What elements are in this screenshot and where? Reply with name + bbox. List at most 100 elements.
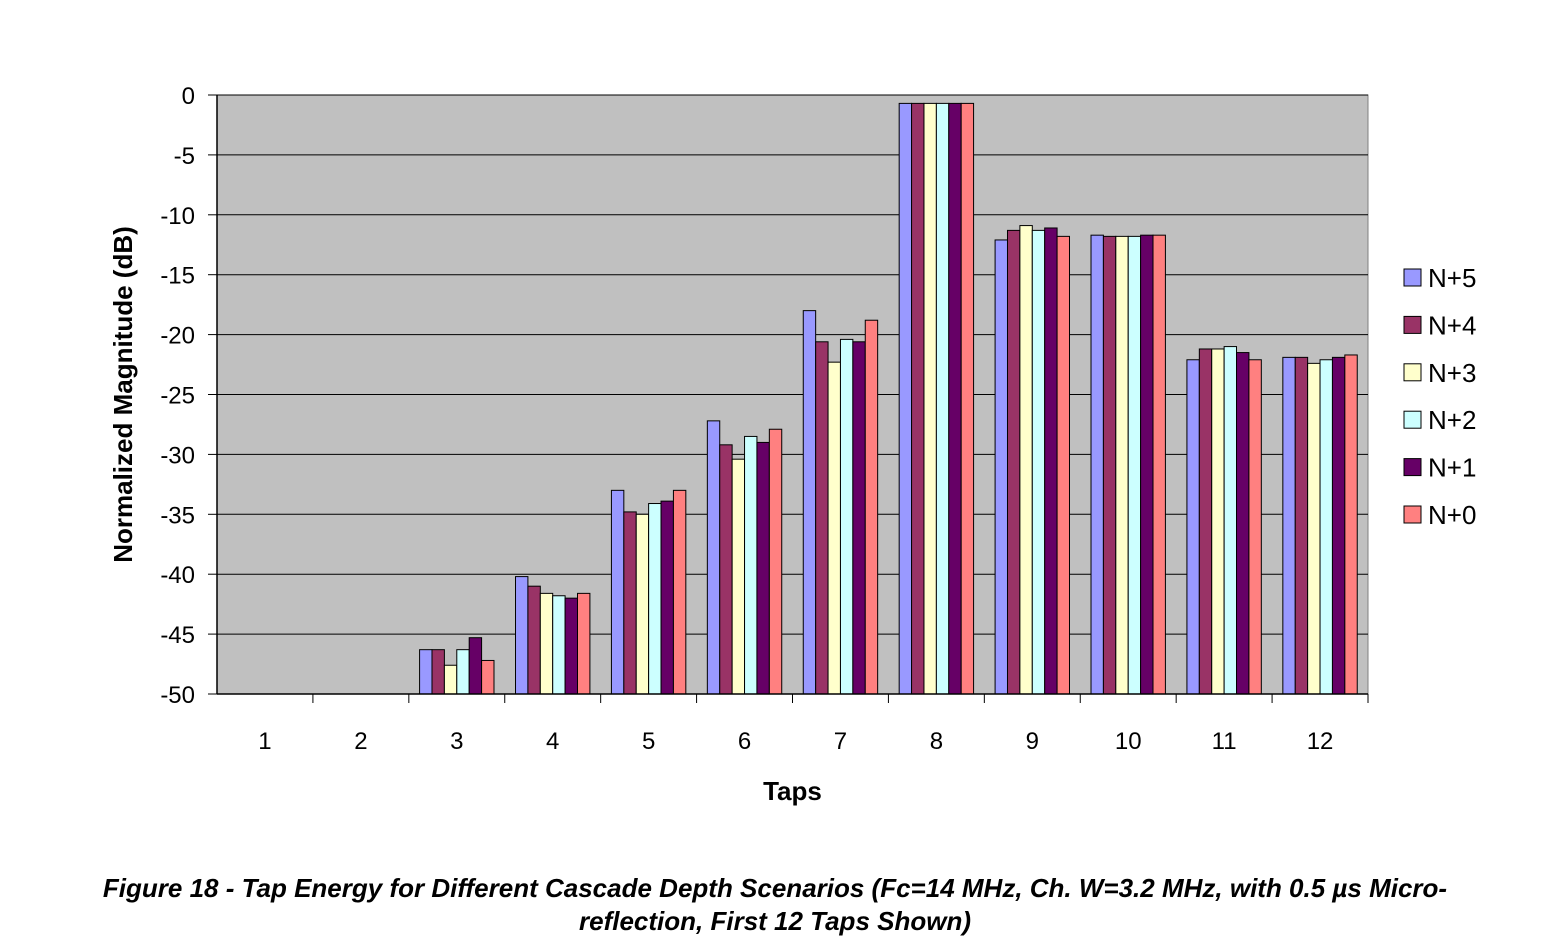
bar-nplus5-tap-10 [1090, 234, 1104, 695]
axes [208, 94, 1369, 703]
bar-nplus1-tap-11 [1236, 352, 1250, 695]
x-tick-label: 5 [642, 728, 655, 755]
bar-nplus5-tap-5 [610, 489, 625, 695]
bar-nplus0-tap-12 [1344, 354, 1358, 695]
x-tick-label: 10 [1115, 728, 1142, 755]
bar-nplus4-tap-5 [623, 511, 637, 695]
legend-item-nplus5: N+5 [1403, 263, 1476, 293]
bar-nplus2-tap-5 [648, 503, 662, 695]
legend-swatch [1403, 505, 1422, 524]
x-tick-label: 6 [738, 728, 751, 755]
bar-nplus5-tap-4 [515, 576, 529, 695]
caption-line-2: reflection, First 12 Taps Shown) [579, 906, 971, 936]
legend-label: N+2 [1428, 405, 1476, 435]
legend-item-nplus2: N+2 [1403, 405, 1476, 435]
bar-nplus3-tap-5 [635, 513, 650, 695]
bar-nplus5-tap-8 [898, 102, 913, 695]
bar-nplus4-tap-3 [431, 649, 445, 695]
bar-nplus2-tap-12 [1319, 359, 1333, 695]
bar-nplus3-tap-8 [923, 102, 937, 695]
bar-nplus4-tap-6 [719, 444, 733, 695]
bar-nplus1-tap-7 [852, 341, 866, 695]
bar-nplus2-tap-11 [1223, 346, 1238, 695]
legend-swatch [1403, 410, 1422, 429]
legend: N+5 N+4 N+3 N+2 N+1 N+0 [1403, 263, 1476, 530]
bar-nplus0-tap-5 [672, 489, 687, 695]
legend-item-nplus4: N+4 [1403, 310, 1476, 340]
bar-nplus3-tap-12 [1307, 362, 1321, 695]
bar-nplus4-tap-10 [1102, 235, 1117, 695]
y-tick-label: -40 [160, 562, 195, 589]
legend-label: N+3 [1428, 358, 1476, 388]
x-tick-label: 12 [1307, 728, 1334, 755]
y-tick-label: -30 [160, 442, 195, 469]
bar-nplus0-tap-7 [864, 319, 879, 695]
legend-swatch [1403, 458, 1422, 477]
legend-label: N+5 [1428, 263, 1476, 293]
bar-nplus1-tap-4 [564, 597, 579, 695]
bar-nplus4-tap-7 [815, 341, 829, 695]
y-tick-label: 0 [182, 83, 195, 110]
bar-nplus4-tap-9 [1006, 229, 1021, 695]
legend-item-nplus1: N+1 [1403, 453, 1476, 483]
bar-nplus3-tap-9 [1019, 225, 1033, 695]
bar-nplus1-tap-3 [468, 637, 483, 695]
bar-nplus0-tap-11 [1248, 359, 1262, 695]
y-tick-label: -25 [160, 383, 195, 410]
bar-nplus1-tap-12 [1331, 356, 1346, 695]
bar-nplus2-tap-9 [1031, 229, 1046, 695]
bar-nplus5-tap-3 [419, 649, 433, 695]
bar-nplus2-tap-3 [456, 649, 470, 695]
legend-item-nplus0: N+0 [1403, 500, 1476, 530]
legend-label: N+0 [1428, 500, 1476, 530]
bar-nplus0-tap-4 [577, 592, 591, 695]
bar-nplus2-tap-6 [744, 435, 758, 695]
y-tick-label: -10 [160, 203, 195, 230]
x-tick-label: 8 [930, 728, 943, 755]
bar-nplus5-tap-9 [994, 239, 1008, 695]
y-tick-label: -35 [160, 502, 195, 529]
bar-nplus5-tap-6 [706, 420, 721, 695]
bar-nplus3-tap-6 [731, 458, 746, 695]
bar-nplus2-tap-8 [935, 102, 950, 695]
bar-nplus2-tap-4 [552, 595, 566, 695]
x-tick-labels: 1 2 3 4 5 6 7 8 9 10 11 12 [258, 728, 1333, 755]
bar-nplus1-tap-6 [756, 441, 770, 695]
bar-nplus5-tap-11 [1186, 359, 1200, 695]
x-tick-label: 9 [1026, 728, 1039, 755]
bar-nplus3-tap-4 [539, 592, 554, 695]
legend-label: N+4 [1428, 310, 1476, 340]
bar-nplus2-tap-7 [839, 338, 854, 695]
legend-swatch [1403, 315, 1422, 334]
bar-nplus4-tap-8 [911, 102, 925, 695]
bar-nplus3-tap-10 [1115, 235, 1129, 695]
y-axis-title: Normalized Magnitude (dB) [108, 226, 138, 563]
bar-nplus4-tap-4 [527, 585, 541, 695]
bar-nplus4-tap-11 [1198, 348, 1213, 695]
figure-caption: Figure 18 - Tap Energy for Different Cas… [40, 872, 1510, 938]
y-tick-label: -5 [174, 143, 195, 170]
y-tick-label: -50 [160, 682, 195, 709]
y-tick-labels: 0 -5 -10 -15 -20 -25 -30 -35 -40 -45 -50 [160, 83, 195, 709]
bar-nplus2-tap-10 [1127, 235, 1142, 695]
x-axis-title: Taps [763, 776, 822, 806]
bar-nplus0-tap-3 [481, 659, 495, 695]
bar-nplus4-tap-12 [1294, 356, 1309, 695]
bar-nplus0-tap-6 [768, 428, 783, 695]
bar-nplus1-tap-8 [948, 102, 962, 695]
x-tick-label: 1 [258, 728, 271, 755]
legend-swatch [1403, 268, 1422, 287]
bar-nplus5-tap-12 [1282, 356, 1296, 695]
y-tick-label: -15 [160, 263, 195, 290]
bar-nplus3-tap-11 [1211, 348, 1225, 695]
gridlines [217, 94, 1368, 695]
legend-swatch [1403, 363, 1422, 382]
bar-nplus1-tap-10 [1140, 234, 1154, 695]
x-tick-label: 4 [546, 728, 559, 755]
x-tick-label: 11 [1212, 728, 1237, 755]
bar-nplus0-tap-8 [960, 102, 975, 695]
y-tick-label: -45 [160, 622, 195, 649]
bar-nplus1-tap-5 [660, 500, 674, 695]
x-tick-label: 7 [834, 728, 847, 755]
bar-nplus3-tap-3 [443, 664, 458, 695]
